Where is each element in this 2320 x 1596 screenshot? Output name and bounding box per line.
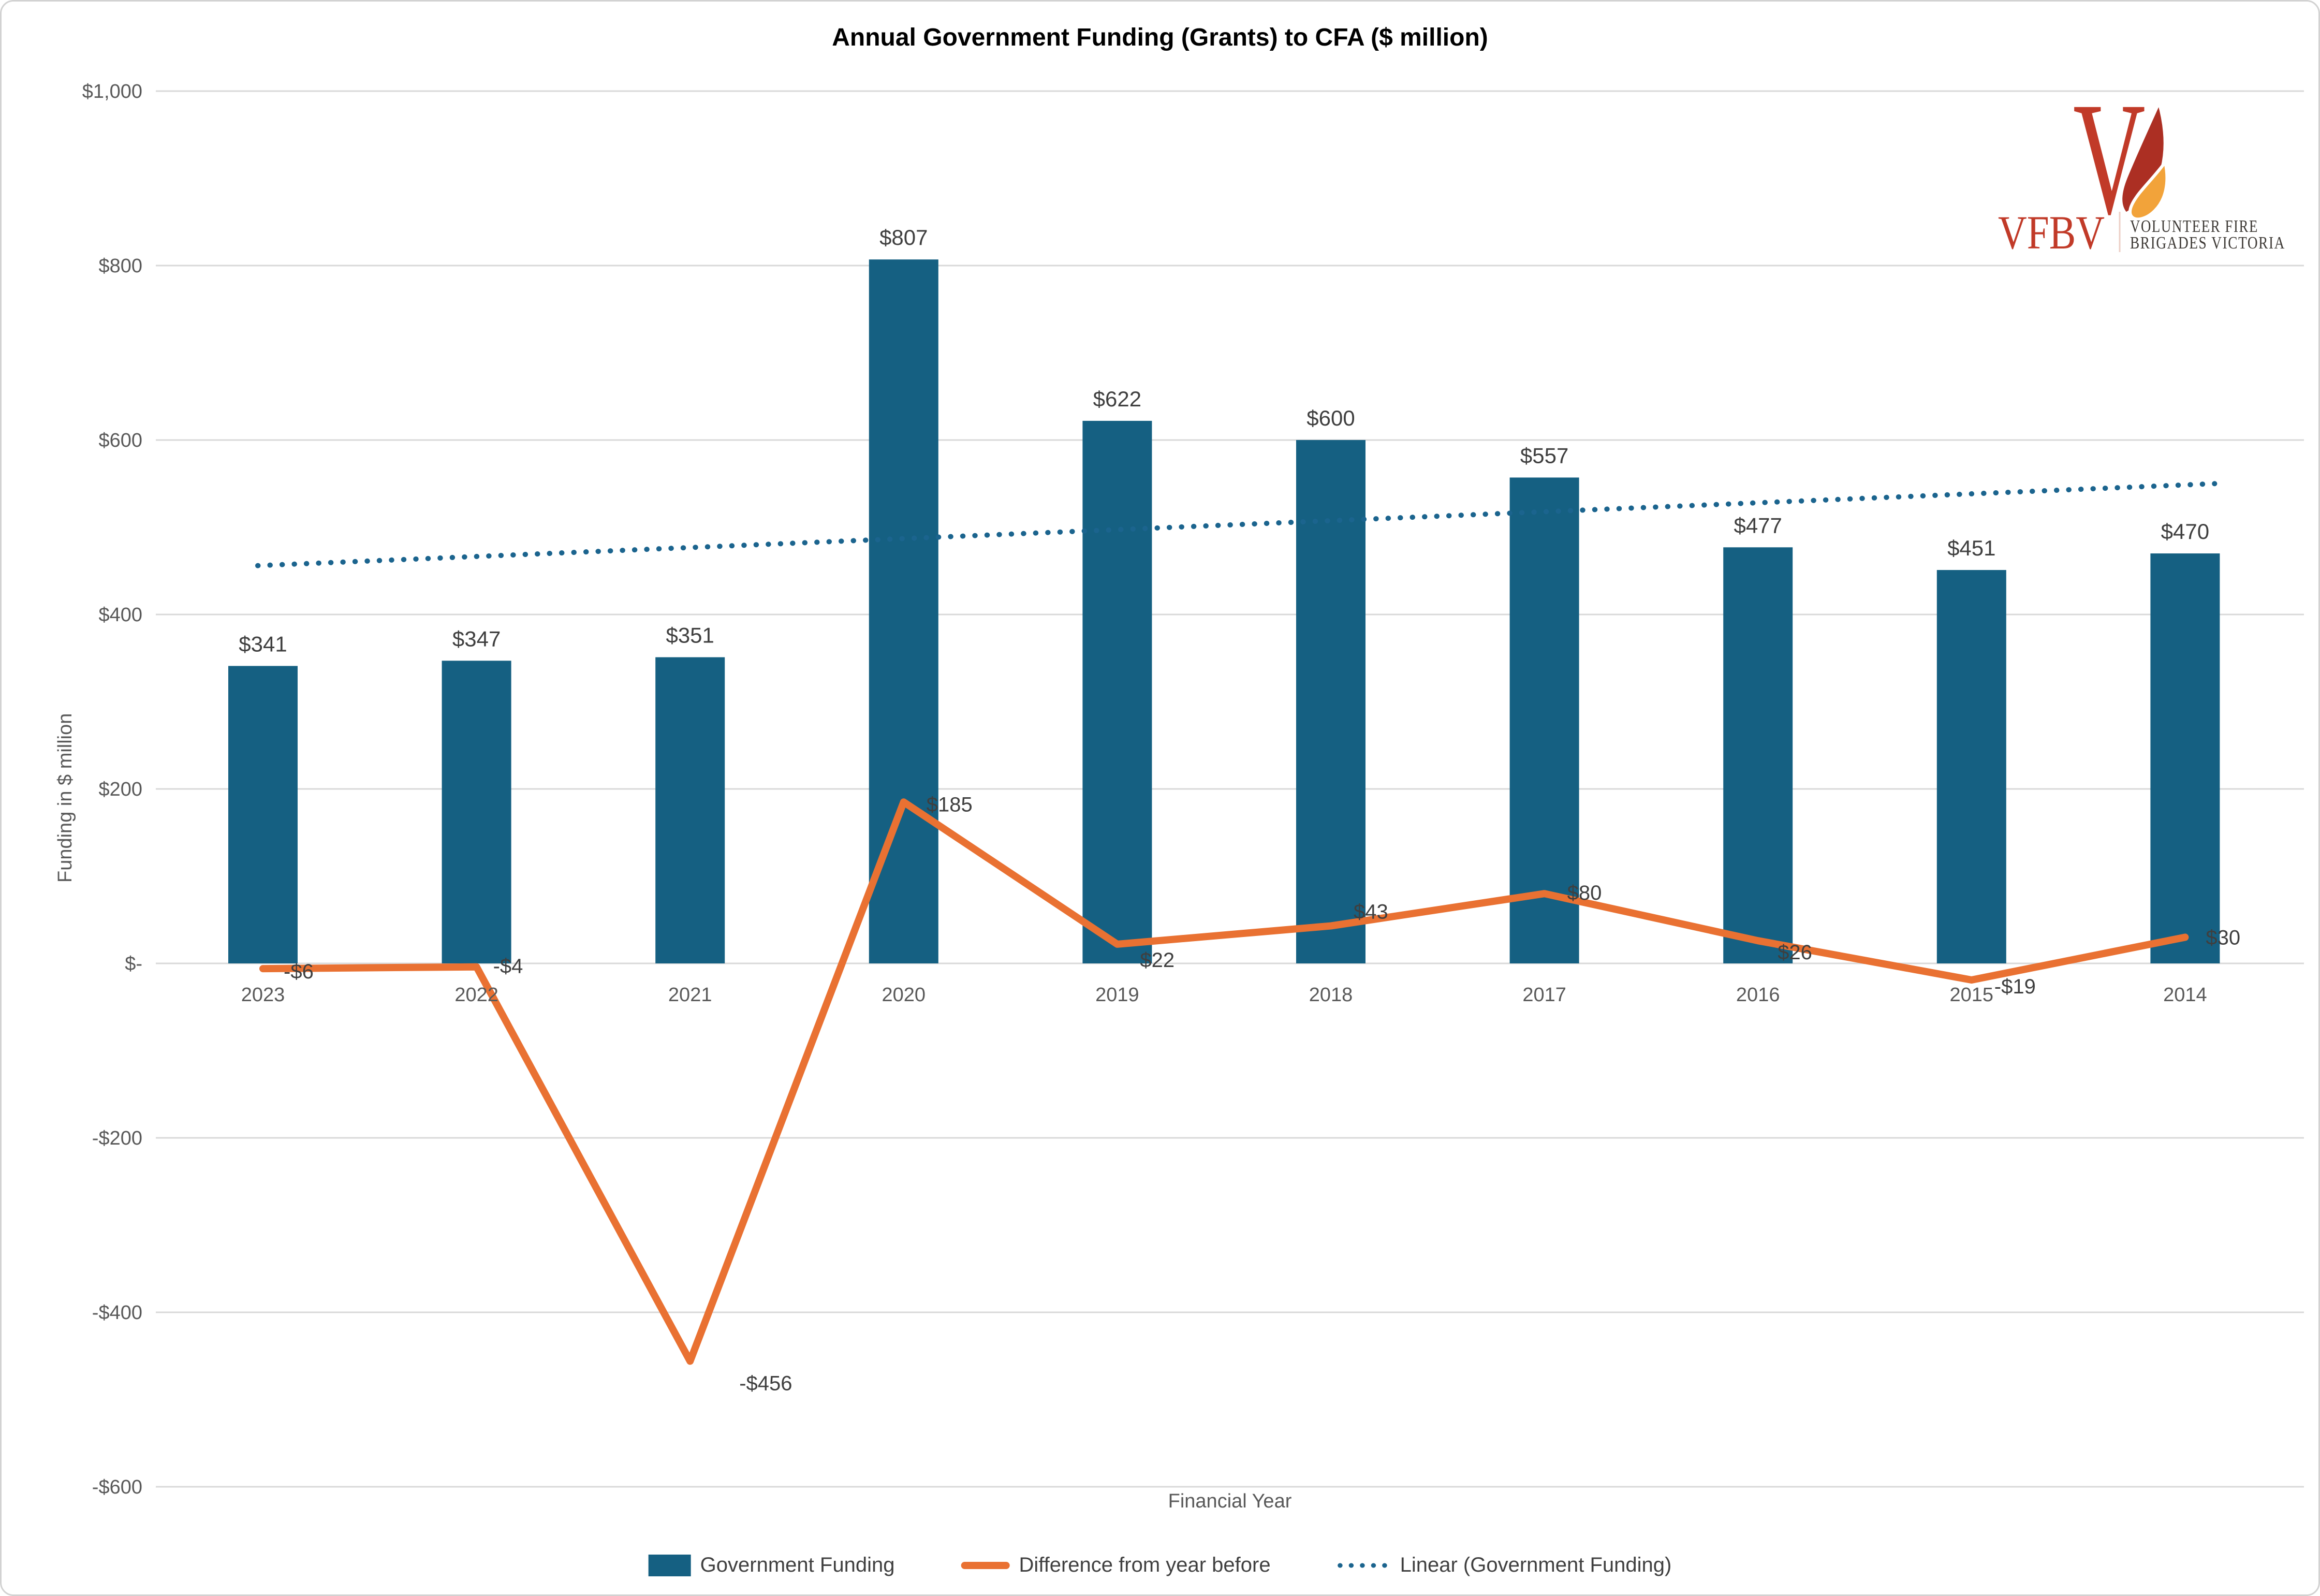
x-tick-label: 2020 [882,984,926,1006]
y-tick-label: $400 [98,604,142,626]
y-tick-label: $600 [98,430,142,451]
bar-swatch-icon [648,1554,691,1576]
bar-2022 [442,661,511,963]
line-label: -$4 [493,955,523,978]
line-label: $26 [1778,941,1812,964]
line-label: -$19 [1994,975,2036,998]
bar-label: $807 [879,225,928,250]
x-tick-label: 2023 [241,984,285,1006]
line-label: -$6 [284,960,314,983]
x-tick-label: 2022 [454,984,498,1006]
bar-2017 [1509,477,1579,963]
line-label: $80 [1567,882,1602,904]
x-tick-label: 2016 [1736,984,1780,1006]
dotted-line-swatch-icon [1338,1563,1390,1568]
bar-label: $351 [666,623,714,648]
difference-line [259,798,2189,1365]
x-tick-label: 2015 [1950,984,1994,1006]
trendline [255,481,2218,568]
bar-label: $600 [1306,406,1355,430]
line-label: $30 [2206,926,2240,949]
y-tick-label: $1,000 [82,81,142,103]
y-tick-label: $- [125,953,142,975]
legend-label-government-funding: Government Funding [700,1554,895,1576]
line-label: $43 [1354,901,1388,924]
vfbv-name-line1: VOLUNTEER FIRE [2130,217,2258,236]
legend: Government Funding Difference from year … [648,1554,1672,1577]
bar-2018 [1296,440,1365,963]
legend-label-difference: Difference from year before [1019,1554,1271,1576]
y-tick-label: -$200 [92,1128,142,1149]
bar-2023 [228,666,298,963]
y-tick-label: $200 [98,779,142,800]
x-axis-title: Financial Year [1168,1490,1292,1512]
chart-title: Annual Government Funding (Grants) to CF… [832,24,1488,51]
line-swatch-icon [961,1561,1010,1569]
bar-label: $622 [1093,387,1141,411]
vfbv-flame-icon: V [2073,100,2169,248]
bar-label: $341 [239,632,287,656]
legend-item-linear: Linear (Government Funding) [1337,1554,1672,1577]
bar-2020 [869,259,938,964]
x-tick-label: 2018 [1309,984,1353,1006]
x-tick-label: 2017 [1522,984,1566,1006]
bar-2015 [1936,570,2006,963]
y-tick-label: -$400 [92,1302,142,1324]
bar-label: $557 [1520,443,1568,467]
legend-label-linear: Linear (Government Funding) [1400,1554,1672,1576]
vfbv-logo: V VFBV VOLUNTEER FIRE BRIGADES VICTORIA [1994,100,2295,271]
bar-label: $477 [1734,513,1782,537]
legend-item-government-funding: Government Funding [648,1554,895,1577]
line-label: $22 [1140,949,1174,972]
bar-2019 [1082,420,1152,964]
bar-2014 [2150,553,2220,963]
x-tick-label: 2021 [668,984,712,1006]
bar-2016 [1723,547,1793,963]
vfbv-name-line2: BRIGADES VICTORIA [2130,233,2285,253]
x-tick-label: 2019 [1095,984,1139,1006]
line-label: -$456 [739,1372,792,1395]
y-tick-label: -$600 [92,1476,142,1498]
line-label: $185 [927,793,973,816]
y-axis-title: Funding in $ million [54,713,76,883]
bar-label: $470 [2161,519,2209,544]
bar-label: $347 [452,626,501,651]
bar-2021 [655,657,725,963]
legend-item-difference: Difference from year before [961,1554,1271,1577]
bar-label: $451 [1947,536,1995,560]
x-tick-label: 2014 [2163,984,2207,1006]
y-tick-label: $800 [98,255,142,277]
vfbv-acronym: VFBV [1998,206,2105,259]
